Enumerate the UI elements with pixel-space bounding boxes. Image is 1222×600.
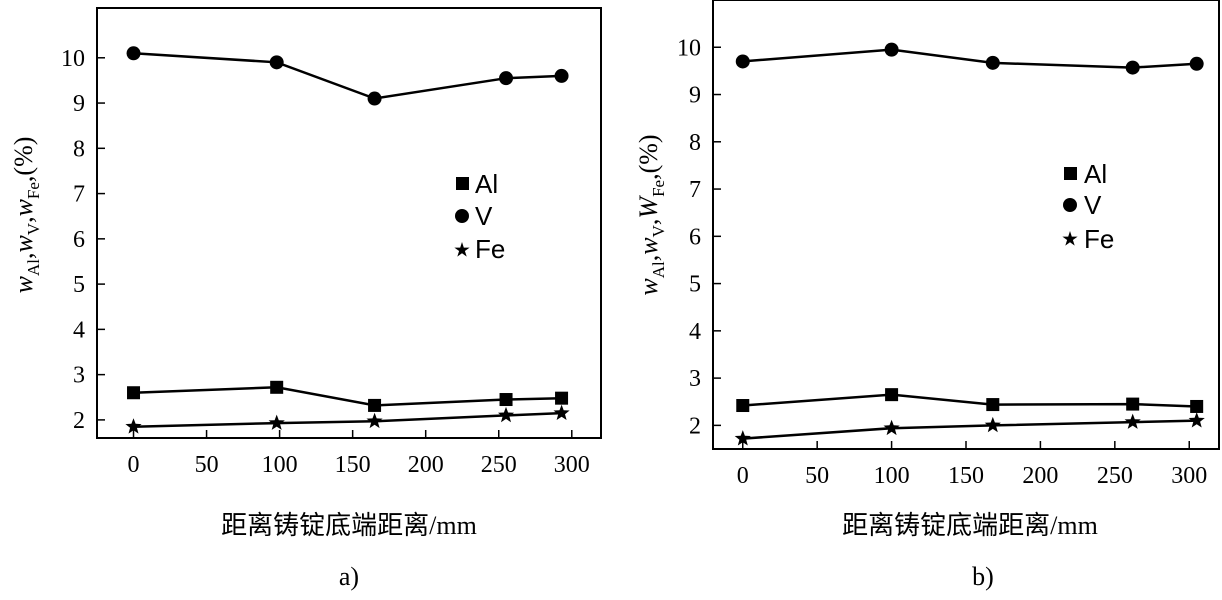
y-tick-label: 4 bbox=[689, 319, 701, 345]
data-point-v bbox=[884, 42, 899, 57]
y-axis-label: wAl,wV,WFe,(%) bbox=[634, 134, 668, 295]
y-tick-label: 8 bbox=[73, 136, 85, 162]
data-point-fe bbox=[268, 414, 285, 430]
y-tick-label: 3 bbox=[73, 363, 85, 389]
legend-item-v: V bbox=[455, 201, 493, 231]
legend-label-al: Al bbox=[1084, 159, 1107, 189]
data-point-al bbox=[736, 399, 750, 413]
data-point-fe bbox=[984, 416, 1001, 433]
data-point-v bbox=[735, 54, 750, 69]
legend-item-al: Al bbox=[1064, 159, 1107, 189]
data-point-v bbox=[985, 55, 1000, 70]
y-tick-label: 6 bbox=[73, 227, 85, 253]
series-line-al bbox=[133, 386, 562, 407]
legend-item-v: V bbox=[1063, 190, 1102, 220]
y-tick-label: 6 bbox=[689, 224, 701, 250]
data-point-al bbox=[1190, 399, 1204, 413]
y-tick-label: 7 bbox=[689, 177, 701, 203]
data-point-al bbox=[368, 398, 382, 412]
y-tick-label: 10 bbox=[61, 46, 85, 72]
y-tick-label: 3 bbox=[689, 366, 701, 392]
panel-label: a) bbox=[339, 562, 359, 591]
x-tick-label: 50 bbox=[805, 463, 829, 489]
data-point-fe bbox=[498, 406, 515, 423]
x-tick-label: 50 bbox=[195, 452, 219, 478]
data-point-al bbox=[885, 388, 899, 402]
y-tick-label: 4 bbox=[73, 317, 85, 343]
chart-panel-b: wAl,wV,WFe,(%) 距离铸锭底端距离/mm b) Al V Fe 0 5… bbox=[634, 0, 1220, 591]
legend: Al V Fe bbox=[1062, 159, 1114, 254]
data-point-fe bbox=[1188, 412, 1205, 428]
data-point-v bbox=[367, 91, 382, 106]
x-tick-label: 150 bbox=[335, 452, 371, 478]
y-tick-label: 5 bbox=[689, 272, 701, 298]
data-point-al bbox=[986, 398, 1000, 412]
data-point-al bbox=[1126, 397, 1140, 411]
x-tick-label: 300 bbox=[1171, 463, 1207, 489]
data-point-fe bbox=[734, 430, 751, 446]
data-point-al bbox=[127, 386, 141, 400]
y-tick-label: 9 bbox=[73, 91, 85, 117]
legend-label-v: V bbox=[1084, 190, 1102, 220]
x-tick-label: 200 bbox=[1022, 463, 1058, 489]
plot-frame bbox=[96, 7, 602, 439]
legend-label-fe: Fe bbox=[475, 234, 505, 264]
series-line-fe bbox=[742, 419, 1197, 440]
legend-label-v: V bbox=[475, 201, 493, 231]
legend-label-fe: Fe bbox=[1084, 224, 1114, 254]
x-tick-label: 0 bbox=[737, 463, 749, 489]
y-tick-label: 7 bbox=[73, 182, 85, 208]
y-tick-label: 8 bbox=[689, 130, 701, 156]
data-point-fe bbox=[883, 419, 900, 436]
legend-square-marker bbox=[1064, 167, 1077, 180]
y-tick-label: 5 bbox=[73, 272, 85, 298]
data-point-al bbox=[555, 391, 569, 405]
legend-square-marker bbox=[456, 177, 469, 190]
data-point-v bbox=[269, 55, 284, 70]
y-tick-label: 10 bbox=[677, 35, 701, 61]
data-point-fe bbox=[125, 418, 142, 434]
x-axis-label: 距离铸锭底端距离/mm bbox=[842, 511, 1098, 540]
data-point-v bbox=[499, 71, 514, 86]
legend-circle-marker bbox=[1063, 198, 1077, 212]
x-axis-label: 距离铸锭底端距离/mm bbox=[221, 511, 477, 540]
y-tick-label: 2 bbox=[689, 413, 701, 439]
y-axis-label: wAl,wV,wFe,(%) bbox=[9, 137, 43, 294]
x-tick-label: 250 bbox=[1097, 463, 1133, 489]
x-tick-label: 100 bbox=[874, 463, 910, 489]
data-point-fe bbox=[366, 412, 383, 429]
data-point-fe bbox=[1124, 413, 1141, 429]
chart-panel-a: wAl,wV,wFe,(%) 距离铸锭底端距离/mm a) Al V Fe 0 5… bbox=[9, 7, 602, 591]
legend-item-fe: Fe bbox=[454, 234, 505, 264]
data-point-al bbox=[499, 393, 513, 407]
data-point-v bbox=[126, 46, 141, 61]
data-point-fe bbox=[553, 404, 570, 420]
x-tick-label: 0 bbox=[128, 452, 140, 478]
x-tick-label: 300 bbox=[554, 452, 590, 478]
data-point-v bbox=[1189, 56, 1204, 71]
legend-item-al: Al bbox=[456, 169, 498, 199]
series-line-v bbox=[133, 52, 562, 100]
data-point-v bbox=[554, 68, 569, 83]
legend-label-al: Al bbox=[475, 169, 498, 199]
legend: Al V Fe bbox=[454, 169, 505, 264]
data-point-v bbox=[1125, 60, 1140, 75]
legend-star-marker bbox=[454, 242, 470, 257]
y-tick-label: 9 bbox=[689, 83, 701, 109]
series-line-fe bbox=[133, 411, 562, 428]
x-tick-label: 250 bbox=[481, 452, 517, 478]
x-tick-label: 150 bbox=[948, 463, 984, 489]
y-tick-label: 2 bbox=[73, 408, 85, 434]
x-tick-label: 200 bbox=[408, 452, 444, 478]
panel-label: b) bbox=[972, 562, 994, 591]
data-point-al bbox=[270, 380, 284, 394]
legend-star-marker bbox=[1062, 231, 1078, 246]
x-tick-label: 100 bbox=[262, 452, 298, 478]
legend-item-fe: Fe bbox=[1062, 224, 1114, 254]
legend-circle-marker bbox=[455, 209, 469, 223]
